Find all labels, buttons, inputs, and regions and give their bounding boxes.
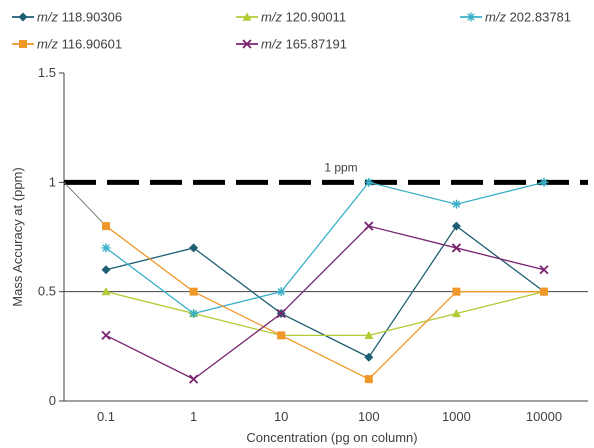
y-tick-label: 1 [49,174,56,189]
data-point [451,221,461,231]
data-point [364,375,373,384]
data-point [364,177,374,187]
x-tick-label: 10000 [526,409,562,424]
data-point [451,243,462,253]
x-tick-label: 1000 [442,409,471,424]
plot-area: 0 0.5 1 1.5 0.1 1 10 100 1000 10000 1 ppm [38,65,588,424]
x-tick-label: 100 [358,409,380,424]
x-axis-label: Concentration (pg on column) [246,430,417,445]
legend: m/z 118.90306 m/z 120.90011 m/z 202.83781 m… [12,10,571,52]
data-point [277,331,286,340]
data-point [189,309,199,319]
data-point [364,221,374,231]
legend-label: m/z 202.83781 [485,10,571,25]
data-point [539,265,549,275]
x-tick-label: 1 [190,409,197,424]
y-tick-label: 0.5 [38,284,56,299]
legend-item: m/z 116.90601 [12,37,122,52]
reference-line-label: 1 ppm [324,160,357,174]
data-point [466,12,476,22]
data-point [242,12,252,21]
legend-item: m/z 118.90306 [12,10,122,25]
data-point [101,287,111,296]
data-point [452,287,461,296]
y-tick-label: 0 [49,393,56,408]
series-line [105,291,545,337]
data-point [101,243,111,253]
legend-item: m/z 202.83781 [460,10,571,25]
data-point [539,177,549,187]
data-point [276,308,286,319]
data-point [364,352,374,362]
data-point [242,39,252,49]
data-point [189,287,198,296]
y-tick-label: 1.5 [38,65,56,80]
axis-connector [63,181,107,227]
data-point [540,287,548,296]
series-116.90601 [102,222,548,384]
x-tick-label: 10 [274,409,288,424]
legend-label: m/z 165.87191 [261,37,347,52]
series-line [105,225,545,380]
data-point [101,265,111,275]
legend-label: m/z 118.90306 [37,10,122,25]
legend-label: m/z 120.90011 [261,10,346,25]
data-point [19,40,27,48]
series-line [105,225,544,380]
series-165.87191 [101,221,549,384]
series-202.83781 [101,177,549,319]
legend-item: m/z 120.90011 [236,10,346,25]
data-point [451,309,461,318]
data-point [189,243,199,253]
x-tick-label: 0.1 [97,409,115,424]
legend-item: m/z 165.87191 [236,37,347,52]
y-axis-label: Mass Accuracy at (ppm) [10,167,25,306]
data-point [364,330,374,339]
legend-label: m/z 116.90601 [37,37,122,52]
data-point [188,374,199,384]
data-point [102,222,110,231]
data-point [276,287,286,297]
data-point [101,330,111,341]
data-point [451,199,461,209]
data-point [18,12,28,22]
series-line [105,181,545,315]
